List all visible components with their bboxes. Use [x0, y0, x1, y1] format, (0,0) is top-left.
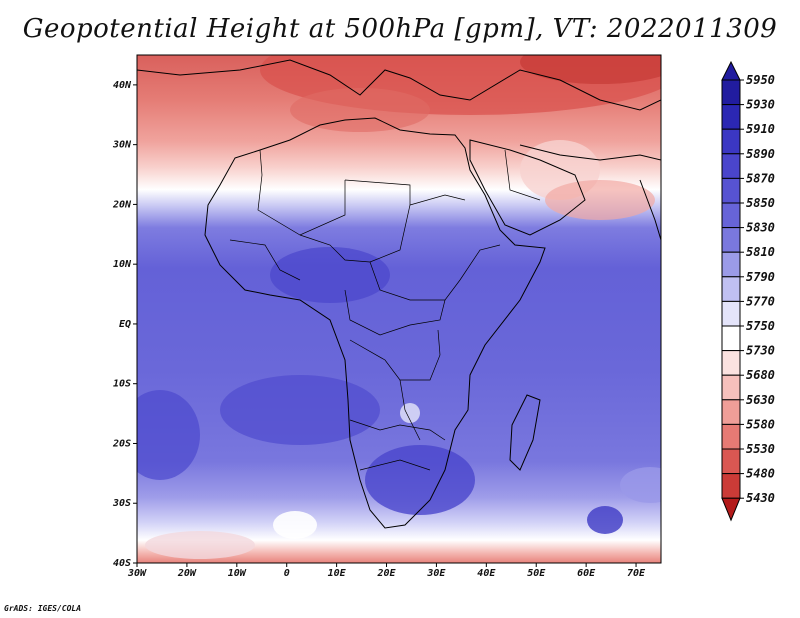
- x-tick-label: 0: [284, 568, 290, 579]
- colorbar-label: 5910: [746, 122, 775, 136]
- x-tick-label: 50E: [527, 568, 546, 579]
- colorbar-label: 5750: [746, 319, 775, 333]
- y-tick-label: 10N: [113, 259, 132, 270]
- colorbar-label: 5950: [746, 73, 775, 87]
- colorbar-label: 5530: [746, 442, 775, 456]
- x-tick-label: 70E: [627, 568, 646, 579]
- colorbar-label: 5680: [746, 368, 775, 382]
- colorbar-swatch: [721, 177, 741, 204]
- height-field: [137, 55, 661, 563]
- colorbar-label: 5430: [746, 491, 775, 505]
- colorbar-swatch: [721, 104, 741, 130]
- colorbar-swatch: [721, 473, 741, 499]
- country-borders: [229, 149, 541, 471]
- x-tick-label: 20E: [376, 568, 396, 579]
- y-tick-label: 10S: [113, 379, 131, 390]
- colorbar-label: 5580: [746, 417, 775, 431]
- colorbar-swatch: [721, 300, 741, 327]
- x-tick-label: 10W: [228, 568, 247, 579]
- colorbar-swatch: [721, 128, 741, 155]
- x-tick-label: 20W: [177, 568, 197, 579]
- colorbar-swatch: [721, 399, 741, 425]
- x-tick-label: 10E: [328, 568, 347, 579]
- x-tick-label: 40E: [477, 568, 496, 579]
- colorbar-top-arrow: [721, 60, 741, 81]
- x-tick-label: 60E: [577, 568, 596, 579]
- colorbar-swatch: [721, 448, 741, 475]
- colorbar-swatch: [721, 202, 741, 229]
- colorbar-label: 5870: [746, 171, 775, 185]
- colorbar-swatch: [721, 276, 741, 302]
- colorbar-label: 5810: [746, 245, 775, 259]
- colorbar-label: 5930: [746, 98, 775, 112]
- y-tick-label: 30N: [112, 140, 132, 151]
- y-tick-label: 20N: [112, 199, 132, 210]
- colorbar-label: 5770: [746, 294, 775, 308]
- chart-title: Geopotential Height at 500hPa [gpm], VT:…: [22, 14, 778, 44]
- y-tick-label: 20S: [112, 438, 131, 449]
- colorbar-swatch: [721, 251, 741, 278]
- colorbar-label: 5830: [746, 221, 775, 235]
- colorbar-label: 5480: [746, 467, 775, 481]
- colorbar-swatch: [721, 227, 741, 253]
- colorbar-label: 5790: [746, 270, 775, 284]
- credit-text: GrADS: IGES/COLA: [4, 604, 82, 613]
- y-tick-label: 40N: [113, 80, 132, 91]
- x-tick-label: 30E: [426, 568, 446, 579]
- y-tick-label: 30S: [112, 498, 131, 509]
- colorbar: 5950 5930 5910 5890 5870 5850 5830 5810 5790 5770…: [721, 60, 775, 522]
- colorbar-label: 5630: [746, 393, 775, 407]
- colorbar-label: 5890: [746, 147, 775, 161]
- colorbar-swatch: [721, 325, 741, 352]
- y-axis-ticks: 40S 30S 20S 10S EQ 10N 20N 30N 40N: [112, 80, 137, 569]
- colorbar-swatch: [721, 153, 741, 179]
- colorbar-label: 5730: [746, 344, 775, 358]
- plot-frame: [136, 54, 662, 564]
- x-tick-label: 30W: [127, 568, 147, 579]
- y-tick-label: EQ: [119, 319, 131, 330]
- colorbar-bottom-arrow: [721, 497, 741, 522]
- colorbar-swatch: [721, 79, 741, 106]
- colorbar-swatch: [721, 374, 741, 401]
- colorbar-label: 5850: [746, 196, 775, 210]
- colorbar-swatch: [721, 350, 741, 376]
- colorbar-swatch: [721, 423, 741, 450]
- coastlines: [137, 59, 661, 529]
- y-tick-label: 40S: [113, 558, 131, 569]
- x-axis-ticks: 30W 20W 10W 0 10E 20E 30E 40E 50E 60E 70E: [127, 563, 646, 579]
